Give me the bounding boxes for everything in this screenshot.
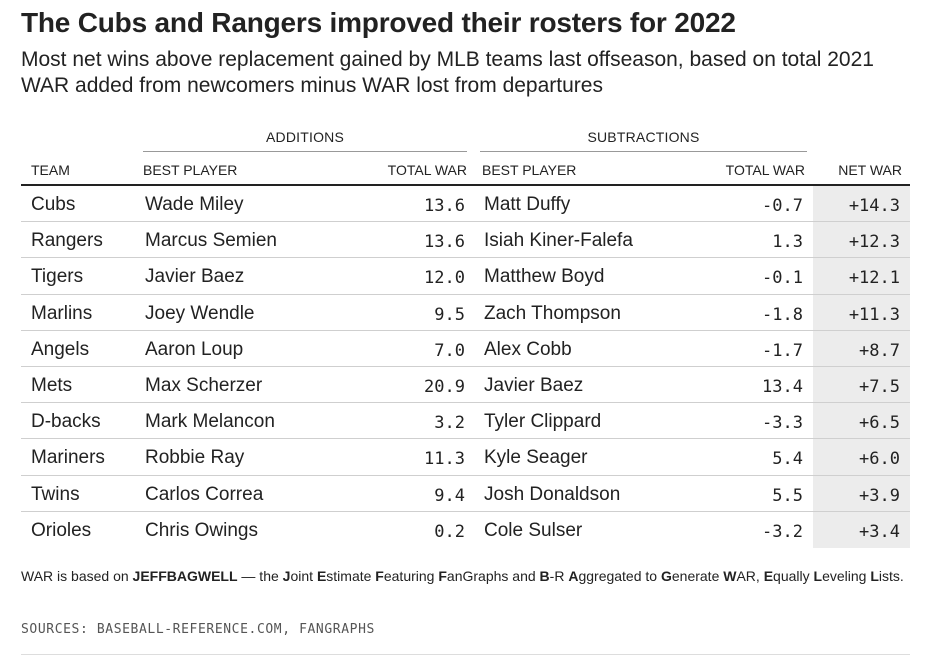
net-war: +6.0 — [859, 449, 900, 470]
net-war: +11.3 — [848, 304, 900, 325]
addition-best-player: Chris Owings — [145, 519, 258, 541]
addition-best-player: Wade Miley — [145, 194, 244, 215]
subtraction-best-player: Javier Baez — [484, 374, 584, 396]
net-war-column-shade — [813, 186, 910, 548]
subtraction-total-war: 5.5 — [772, 485, 803, 506]
addition-best-player: Marcus Semien — [145, 230, 277, 252]
header-rule — [21, 184, 910, 186]
subtraction-best-player: Matt Duffy — [484, 194, 571, 215]
net-war: +12.1 — [848, 268, 900, 289]
header-add-player: BEST PLAYER — [143, 162, 238, 178]
team-name: D-backs — [31, 411, 101, 433]
addition-best-player: Robbie Ray — [145, 447, 245, 469]
header-sub-war: TOTAL WAR — [725, 162, 805, 178]
footnote: WAR is based on JEFFBAGWELL — the Joint … — [21, 568, 904, 584]
header-add-war: TOTAL WAR — [387, 162, 467, 178]
subtraction-best-player: Cole Sulser — [484, 519, 583, 541]
net-war: +7.5 — [859, 376, 900, 397]
header-net-war: NET WAR — [838, 162, 902, 178]
addition-best-player: Max Scherzer — [145, 374, 263, 396]
additions-group-rule — [143, 151, 467, 152]
subtraction-total-war: 13.4 — [762, 376, 803, 397]
subtraction-total-war: 5.4 — [772, 449, 803, 470]
bottom-rule — [21, 654, 910, 655]
net-war: +6.5 — [859, 413, 900, 434]
addition-total-war: 0.2 — [434, 521, 465, 542]
addition-total-war: 13.6 — [424, 196, 465, 216]
team-name: Mets — [31, 374, 73, 396]
addition-best-player: Carlos Correa — [145, 483, 264, 505]
table-row: Mariners Robbie Ray 11.3 Kyle Seager 5.4… — [21, 439, 910, 476]
subtraction-total-war: -1.8 — [762, 304, 803, 325]
net-war: +3.9 — [859, 485, 900, 506]
subtraction-total-war: 1.3 — [772, 232, 803, 253]
addition-total-war: 20.9 — [424, 376, 465, 397]
addition-total-war: 9.5 — [434, 304, 465, 325]
table-row: Tigers Javier Baez 12.0 Matthew Boyd -0.… — [21, 258, 910, 295]
subtraction-best-player: Josh Donaldson — [484, 483, 621, 505]
subtraction-total-war: -3.3 — [762, 413, 803, 434]
subtraction-best-player: Zach Thompson — [484, 302, 621, 324]
addition-total-war: 12.0 — [424, 268, 465, 289]
page-subtitle: Most net wins above replacement gained b… — [21, 48, 874, 97]
sources-credit: SOURCES: BASEBALL-REFERENCE.COM, FANGRAP… — [21, 622, 375, 637]
subtraction-total-war: -1.7 — [762, 340, 803, 361]
subtraction-total-war: -0.1 — [762, 268, 803, 289]
subtraction-best-player: Tyler Clippard — [484, 411, 602, 433]
table-row: D-backs Mark Melancon 3.2 Tyler Clippard… — [21, 403, 910, 440]
table-row: Cubs Wade Miley 13.6 Matt Duffy -0.7 +14… — [21, 186, 910, 223]
net-war: +14.3 — [848, 196, 900, 216]
table-row: Mets Max Scherzer 20.9 Javier Baez 13.4 … — [21, 367, 910, 404]
page-title: The Cubs and Rangers improved their rost… — [21, 7, 736, 38]
table-row: Marlins Joey Wendle 9.5 Zach Thompson -1… — [21, 295, 910, 331]
table-row: Angels Aaron Loup 7.0 Alex Cobb -1.7 +8.… — [21, 331, 910, 367]
addition-total-war: 13.6 — [424, 232, 465, 253]
team-name: Angels — [31, 338, 90, 360]
net-war: +12.3 — [848, 232, 900, 253]
addition-total-war: 3.2 — [434, 413, 465, 434]
net-war: +3.4 — [859, 521, 900, 542]
subtractions-group-rule — [480, 151, 807, 152]
net-war: +8.7 — [859, 340, 900, 361]
addition-total-war: 11.3 — [424, 449, 465, 470]
table-row: Rangers Marcus Semien 13.6 Isiah Kiner-F… — [21, 222, 910, 259]
addition-total-war: 9.4 — [434, 485, 465, 506]
subtraction-best-player: Matthew Boyd — [484, 266, 605, 288]
subtractions-group-label: SUBTRACTIONS — [587, 129, 700, 145]
team-name: Mariners — [31, 447, 105, 469]
addition-best-player: Javier Baez — [145, 266, 245, 288]
subtraction-best-player: Kyle Seager — [484, 447, 588, 469]
team-name: Rangers — [31, 230, 103, 252]
subtraction-total-war: -3.2 — [762, 521, 803, 542]
table-row: Orioles Chris Owings 0.2 Cole Sulser -3.… — [21, 512, 910, 548]
additions-group-label: ADDITIONS — [265, 129, 345, 145]
subtraction-total-war: -0.7 — [762, 196, 803, 216]
addition-total-war: 7.0 — [434, 340, 465, 361]
subtraction-best-player: Alex Cobb — [484, 338, 572, 360]
addition-best-player: Aaron Loup — [145, 338, 244, 360]
team-name: Twins — [31, 483, 80, 505]
subtraction-best-player: Isiah Kiner-Falefa — [484, 230, 633, 252]
header-team: TEAM — [31, 162, 70, 178]
team-name: Marlins — [31, 302, 93, 324]
header-sub-player: BEST PLAYER — [482, 162, 577, 178]
team-name: Cubs — [31, 194, 76, 215]
team-name: Orioles — [31, 519, 92, 541]
addition-best-player: Joey Wendle — [145, 302, 255, 324]
team-name: Tigers — [31, 266, 84, 288]
table-body: Cubs Wade Miley 13.6 Matt Duffy -0.7 +14… — [21, 186, 910, 548]
addition-best-player: Mark Melancon — [145, 411, 275, 433]
table-row: Twins Carlos Correa 9.4 Josh Donaldson 5… — [21, 476, 910, 512]
